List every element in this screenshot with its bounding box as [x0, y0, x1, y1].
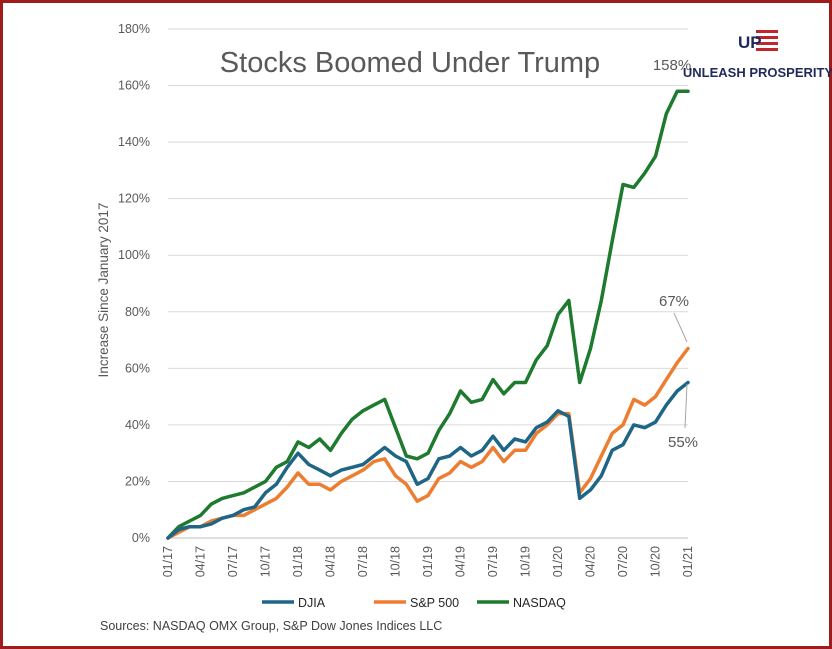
logo-mark: UP	[738, 33, 762, 52]
y-tick-label: 40%	[125, 418, 150, 432]
legend-label-nasdaq: NASDAQ	[513, 596, 566, 610]
series-line-s-p-500	[166, 346, 690, 540]
y-tick-label: 20%	[125, 474, 150, 488]
x-tick-label: 01/21	[681, 546, 695, 577]
series-lines	[166, 89, 690, 540]
x-tick-label: 10/19	[519, 546, 533, 577]
y-axis-label: Increase Since January 2017	[96, 203, 111, 378]
legend-label-djia: DJIA	[298, 596, 326, 610]
x-axis-ticks: 01/17 04/17 07/17 10/17 01/18 04/18 07/18 10/18…	[161, 546, 695, 577]
sp500-callout: 67%	[659, 293, 689, 310]
gridlines	[168, 28, 688, 539]
x-tick-label: 01/17	[161, 546, 175, 577]
x-tick-label: 07/17	[226, 546, 240, 577]
x-tick-label: 01/20	[551, 546, 565, 577]
legend-label-s-p-500: S&P 500	[410, 596, 459, 610]
logo-text: UNLEASH PROSPERITY	[683, 65, 832, 80]
legend: DJIA S&P 500 NASDAQ	[262, 596, 566, 610]
x-tick-label: 01/18	[291, 546, 305, 577]
y-tick-label: 180%	[118, 22, 150, 36]
x-tick-label: 04/20	[584, 546, 598, 577]
sp500-callout-leader	[673, 312, 688, 343]
x-tick-label: 07/18	[356, 546, 370, 577]
x-tick-label: 04/19	[454, 546, 468, 577]
x-tick-label: 10/17	[259, 546, 273, 577]
y-tick-label: 60%	[125, 361, 150, 375]
callouts: 158% 67% 55%	[653, 57, 698, 451]
x-tick-label: 10/20	[649, 546, 663, 577]
series-line-nasdaq	[166, 89, 690, 540]
x-tick-label: 10/18	[389, 546, 403, 577]
flag-icon	[756, 30, 778, 51]
y-tick-label: 80%	[125, 305, 150, 319]
nasdaq-callout: 158%	[653, 57, 691, 74]
chart-title: Stocks Boomed Under Trump	[220, 47, 600, 79]
y-tick-label: 160%	[118, 79, 150, 93]
y-tick-label: 100%	[118, 248, 150, 262]
djia-callout-leader	[684, 383, 688, 429]
x-tick-label: 04/18	[324, 546, 338, 577]
y-tick-label: 120%	[118, 192, 150, 206]
x-tick-label: 04/17	[194, 546, 208, 577]
y-tick-label: 140%	[118, 135, 150, 149]
y-axis-ticks: 0% 20% 40% 60% 80% 100% 120% 140% 160% 180%	[118, 22, 150, 545]
y-tick-label: 0%	[132, 531, 150, 545]
x-tick-label: 01/19	[421, 546, 435, 577]
brand-logo: UP UNLEASH PROSPERITY	[683, 30, 832, 80]
x-tick-label: 07/20	[616, 546, 630, 577]
source-note: Sources: NASDAQ OMX Group, S&P Dow Jones…	[100, 619, 442, 633]
djia-callout: 55%	[668, 434, 698, 451]
series-line-djia	[166, 380, 690, 540]
x-tick-label: 07/19	[486, 546, 500, 577]
